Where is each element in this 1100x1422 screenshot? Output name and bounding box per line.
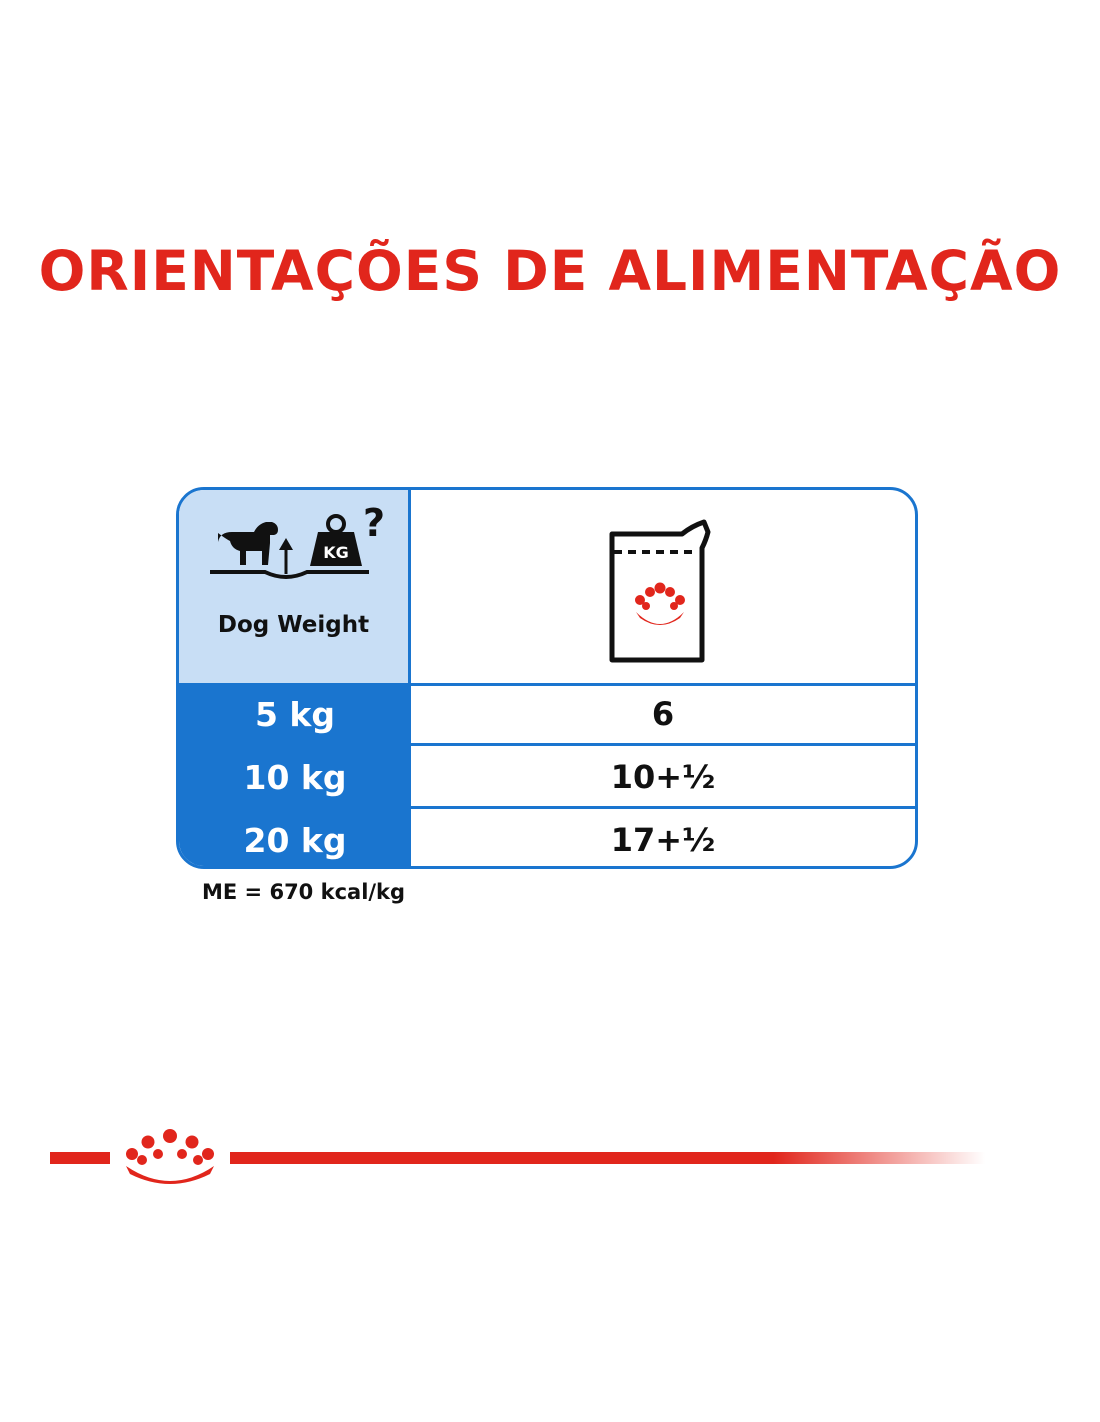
row-divider [411,806,915,809]
royal-canin-crown-icon [126,1129,214,1184]
footer-divider-left [50,1152,110,1164]
row-divider [411,683,915,686]
svg-text:KG: KG [323,543,349,562]
row-pouches: 10+½ [610,758,716,796]
row-pouches: 6 [651,695,675,733]
header-weight-label: Dog Weight [217,612,370,638]
wet-food-pouch-icon [609,519,711,663]
table-row: 20 kg 17+½ [179,809,915,866]
table-row: 10 kg 10+½ [179,746,915,809]
weight-column [179,683,411,866]
row-weight: 5 kg [254,695,336,734]
row-weight: 10 kg [243,758,347,797]
energy-note: ME = 670 kcal/kg [202,880,406,904]
feeding-table: Dog Weight 5 kg 6 10 kg 10+½ 20 kg 17+½ [176,487,918,869]
row-weight: 20 kg [243,821,347,860]
row-pouches: 17+½ [610,821,716,859]
page-title: ORIENTAÇÕES DE ALIMENTAÇÃO [38,239,1062,303]
row-divider [411,743,915,746]
header-weight-cell: Dog Weight [179,490,411,683]
table-row: 5 kg 6 [179,683,915,746]
svg-text:?: ? [363,501,385,545]
dog-on-scale-icon: KG ? [210,501,385,579]
footer-divider-right [230,1152,985,1164]
